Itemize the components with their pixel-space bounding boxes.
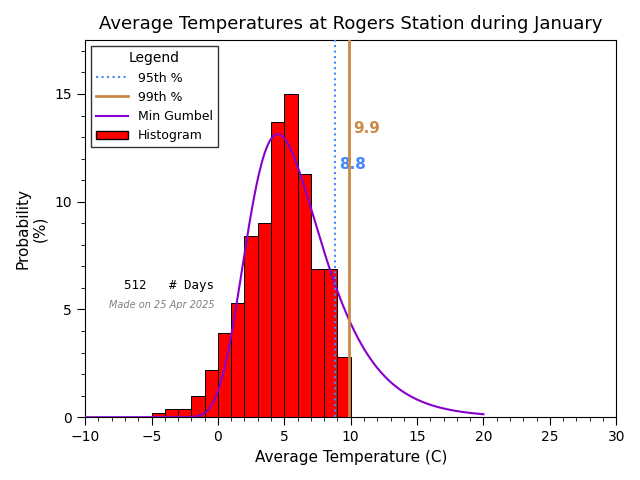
Bar (271, 122, 284, 417)
Min Gumbel (273, 132, 280, 137)
Bar (205, 370, 218, 417)
Bar (337, 357, 351, 417)
Bar (218, 333, 231, 417)
Bar (258, 223, 271, 417)
Min Gumbel (479, 411, 487, 417)
Bar (191, 396, 205, 417)
Bar (152, 413, 165, 417)
Bar (231, 303, 244, 417)
Bar (311, 268, 324, 417)
Bar (178, 408, 191, 417)
Bar (298, 174, 311, 417)
Text: Made on 25 Apr 2025: Made on 25 Apr 2025 (109, 300, 214, 310)
Bar (284, 94, 298, 417)
Bar (324, 268, 337, 417)
Min Gumbel (298, 175, 305, 180)
Legend: 95th %, 99th %, Min Gumbel, Histogram: 95th %, 99th %, Min Gumbel, Histogram (92, 47, 218, 147)
Line: Min Gumbel: Min Gumbel (85, 134, 483, 417)
Title: Average Temperatures at Rogers Station during January: Average Temperatures at Rogers Station d… (99, 15, 602, 33)
Text: 512   # Days: 512 # Days (109, 279, 214, 292)
Bar (244, 236, 258, 417)
Bar (165, 408, 178, 417)
Min Gumbel (408, 395, 416, 400)
Y-axis label: Probability
(%): Probability (%) (15, 188, 47, 269)
Min Gumbel (81, 414, 89, 420)
Text: 9.9: 9.9 (353, 121, 380, 136)
Text: 8.8: 8.8 (339, 157, 365, 172)
Min Gumbel (271, 132, 278, 138)
Min Gumbel (319, 245, 327, 251)
Min Gumbel (471, 410, 479, 416)
X-axis label: Average Temperature (C): Average Temperature (C) (255, 450, 447, 465)
Min Gumbel (274, 131, 282, 137)
